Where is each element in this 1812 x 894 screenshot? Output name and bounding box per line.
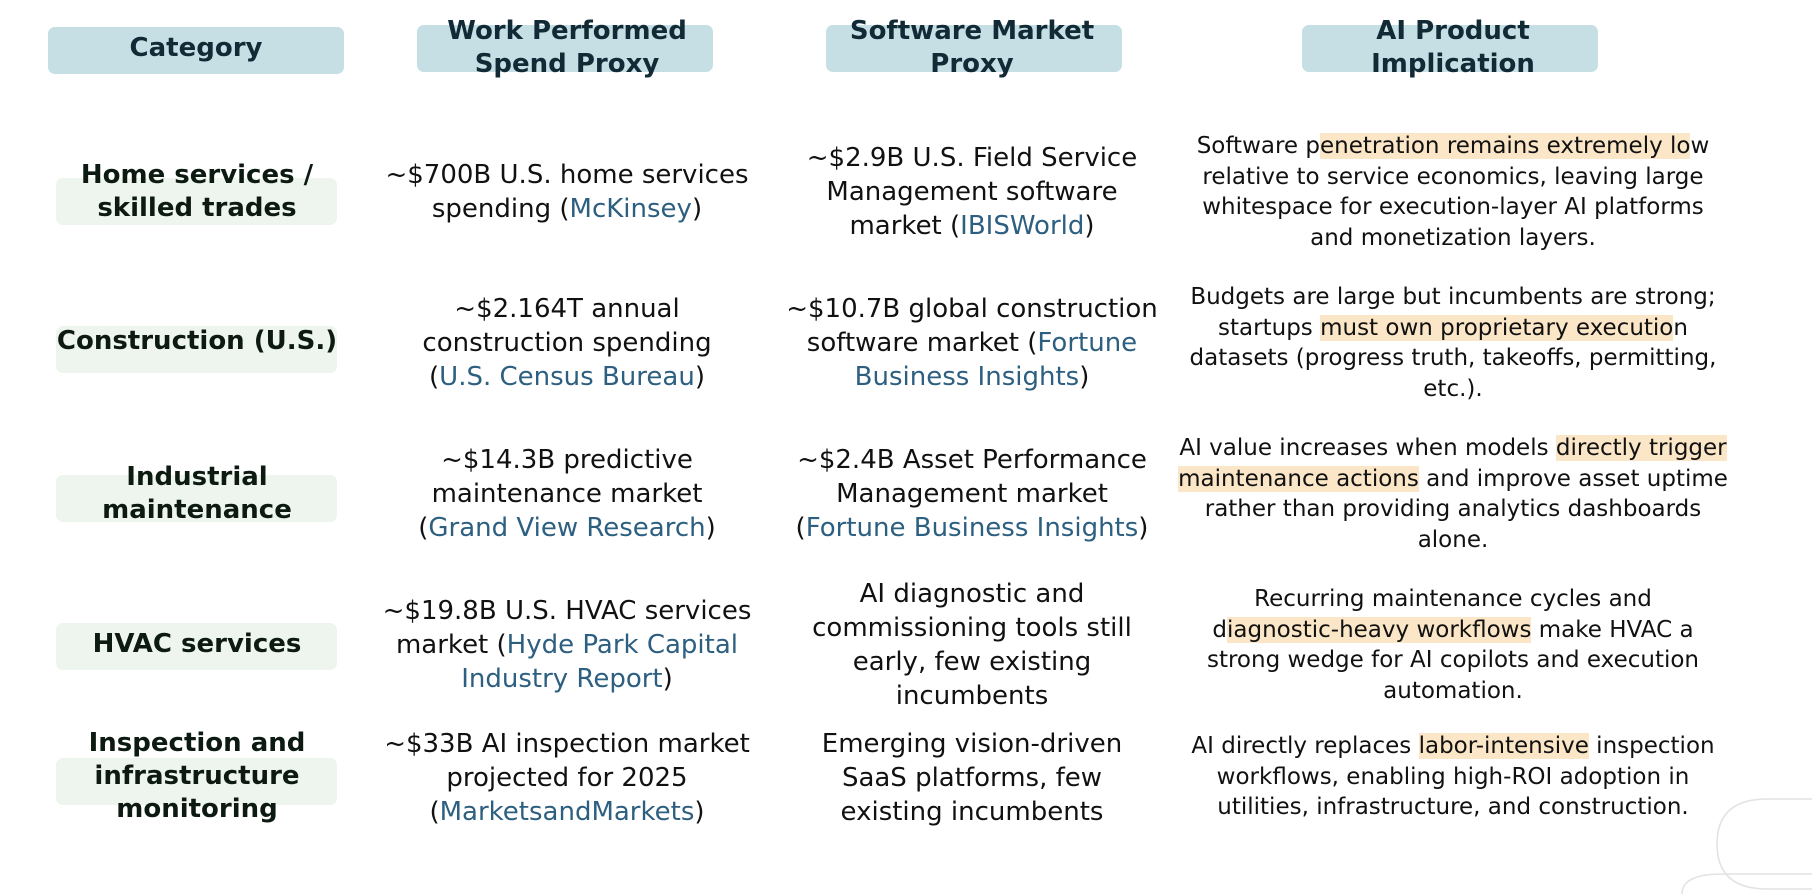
source-link[interactable]: MarketsandMarkets [439,797,695,827]
category-pill [56,475,337,522]
source-link[interactable]: Fortune Business Insights [805,513,1139,543]
source-link[interactable]: Hyde Park Capital [506,630,738,660]
category-label: Construction (U.S.) [56,326,338,356]
source-link[interactable]: U.S. Census Bureau [439,362,695,392]
header-pill-category [48,27,344,74]
source-link[interactable]: IBISWorld [960,211,1085,241]
highlight: must own proprietary executio [1320,314,1674,341]
software-proxy-cell: ~$2.4B Asset Performance Management mark… [795,445,1149,543]
column-header-spend: Work Performed Spend Proxy [447,16,687,79]
header-pill-software [826,25,1122,72]
software-proxy-cell: ~$2.9B U.S. Field Service Management sof… [806,143,1138,241]
software-proxy-cell: Emerging vision-driven SaaS platforms, f… [821,729,1123,827]
column-header-implication: AI Product Implication [1371,16,1535,79]
source-link[interactable]: Industry Report [461,664,663,694]
category-label: Inspection and infrastructure monitoring [88,728,306,824]
source-link[interactable]: McKinsey [569,194,692,224]
implication-cell: Budgets are large but incumbents are str… [1189,284,1717,402]
category-pill [56,758,337,805]
spend-proxy-cell: ~$700B U.S. home services spending (McKi… [385,160,749,224]
highlight: iagnostic-heavy workflows [1227,616,1532,643]
column-header-category: Category [129,33,263,63]
highlight: labor-intensive [1418,733,1589,759]
implication-cell: Recurring maintenance cycles and diagnos… [1206,586,1700,704]
software-proxy-cell: AI diagnostic and commissioning tools st… [812,579,1132,711]
column-header-software: Software Market Proxy [849,16,1095,79]
corner-decoration [1681,798,1812,894]
category-pill [56,178,337,225]
category-label: HVAC services [92,629,302,659]
category-pill [56,623,337,670]
header-pill-spend [417,25,713,72]
source-link[interactable]: Fortune [1037,328,1138,358]
implication-cell: AI directly replaces labor-intensive ins… [1191,733,1715,820]
spend-proxy-cell: ~$2.164T annual construction spending (U… [422,294,712,392]
spend-proxy-cell: ~$33B AI inspection market projected for… [384,729,750,827]
software-proxy-cell: ~$10.7B global construction software mar… [786,294,1158,392]
source-link[interactable]: Grand View Research [428,513,706,543]
source-link[interactable]: Business Insights [854,362,1080,392]
highlight: maintenance actions [1178,465,1419,492]
category-pill [56,326,337,373]
spend-proxy-cell: ~$14.3B predictive maintenance market (G… [418,445,716,543]
implication-cell: Software penetration remains extremely l… [1196,133,1710,251]
category-label: Home services / skilled trades [80,160,314,223]
implication-cell: AI value increases when models directly … [1178,435,1728,553]
highlight: directly trigger [1555,435,1727,461]
header-pill-implication [1302,25,1598,72]
spend-proxy-cell: ~$19.8B U.S. HVAC services market (Hyde … [382,596,752,694]
highlight: enetration remains extremely lo [1320,133,1691,159]
category-label: Industrial maintenance [102,462,292,525]
